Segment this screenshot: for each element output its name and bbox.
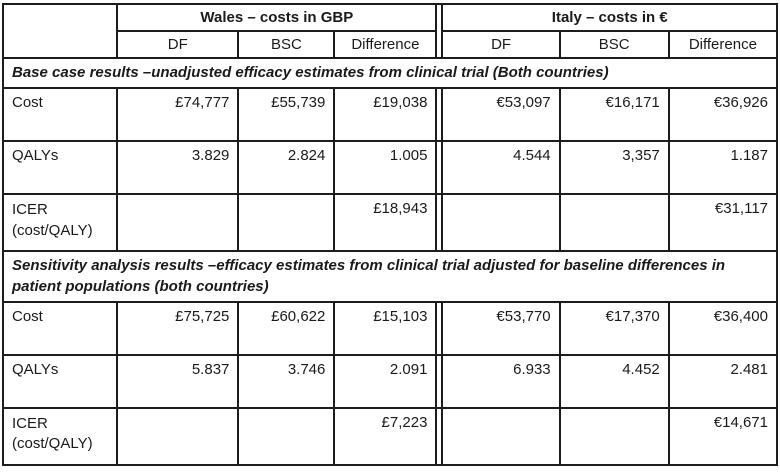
value-cell: €53,770 xyxy=(441,300,561,356)
group-header-wales: Wales – costs in GBP xyxy=(116,3,438,32)
country-divider xyxy=(435,353,444,409)
sub-header-row: DF BSC Difference DF BSC Difference xyxy=(3,30,779,59)
value-cell: €36,926 xyxy=(667,87,779,143)
value-cell: 5.837 xyxy=(116,353,240,409)
row-label-line2: (cost/QALY) xyxy=(12,221,93,239)
section-header-sensitivity: Sensitivity analysis results –efficacy e… xyxy=(2,250,778,303)
country-divider xyxy=(435,193,444,253)
value-cell: £74,777 xyxy=(116,87,240,143)
value-cell: €53,097 xyxy=(441,87,561,143)
value-cell: €36,400 xyxy=(667,300,779,356)
shaded-empty-cell xyxy=(441,193,561,253)
value-cell: 3.746 xyxy=(237,353,336,409)
country-divider xyxy=(435,87,444,143)
table-row-cost: Cost £75,725 £60,622 £15,103 €53,770 €17… xyxy=(1,300,779,356)
row-label: QALYs xyxy=(1,353,119,409)
row-label-line2: (cost/QALY) xyxy=(12,435,93,452)
table-row-qalys: QALYs 5.837 3.746 2.091 6.933 4.452 2.48… xyxy=(1,353,779,409)
section-title: Sensitivity analysis results –efficacy e… xyxy=(2,250,778,303)
corner-cell xyxy=(1,3,119,59)
value-cell: 2.481 xyxy=(667,353,779,409)
shaded-empty-cell xyxy=(116,406,240,466)
table-row-icer: ICER (cost/QALY) £7,223 €14,671 xyxy=(1,406,779,466)
value-cell: €16,171 xyxy=(558,87,670,143)
value-cell: £55,739 xyxy=(237,87,336,143)
col-header-italy-difference: Difference xyxy=(667,30,779,59)
value-cell: 4.544 xyxy=(441,140,561,196)
value-cell: 2.091 xyxy=(333,353,438,409)
value-cell: £15,103 xyxy=(333,300,438,356)
value-cell: 4.452 xyxy=(558,353,670,409)
table-row-icer: ICER (cost/QALY) £18,943 €31,117 xyxy=(1,193,779,253)
value-cell: £18,943 xyxy=(333,193,438,253)
value-cell: 3.829 xyxy=(116,140,240,196)
value-cell: £7,223 xyxy=(333,406,438,466)
value-cell: 6.933 xyxy=(441,353,561,409)
country-divider xyxy=(435,3,444,59)
row-label: ICER (cost/QALY) xyxy=(1,193,119,253)
section-header-base-case: Base case results –unadjusted efficacy e… xyxy=(2,56,778,90)
shaded-empty-cell xyxy=(116,193,240,253)
col-header-italy-bsc: BSC xyxy=(558,30,670,59)
value-cell: 2.824 xyxy=(237,140,336,196)
value-cell: 1.005 xyxy=(333,140,438,196)
row-label: QALYs xyxy=(1,140,119,196)
group-header-row: Wales – costs in GBP Italy – costs in € xyxy=(1,3,778,59)
row-label: ICER (cost/QALY) xyxy=(1,406,119,466)
country-divider xyxy=(435,300,444,356)
shaded-empty-cell xyxy=(558,406,670,466)
shaded-empty-cell xyxy=(237,193,336,253)
value-cell: £75,725 xyxy=(116,300,240,356)
value-cell: €31,117 xyxy=(667,193,779,253)
value-cell: £19,038 xyxy=(333,87,438,143)
row-label: Cost xyxy=(1,300,119,356)
group-header-italy: Italy – costs in € xyxy=(441,3,778,32)
col-header-italy-df: DF xyxy=(441,30,561,59)
value-cell: €14,671 xyxy=(667,406,779,466)
country-divider xyxy=(435,140,444,196)
value-cell: £60,622 xyxy=(237,300,336,356)
value-cell: €17,370 xyxy=(558,300,670,356)
col-header-wales-bsc: BSC xyxy=(237,30,336,59)
col-header-wales-difference: Difference xyxy=(333,30,438,59)
col-header-wales-df: DF xyxy=(116,30,240,59)
row-label-line1: ICER xyxy=(12,414,48,432)
row-label-line1: ICER xyxy=(12,201,48,219)
country-divider xyxy=(435,406,444,466)
row-label: Cost xyxy=(1,87,119,143)
shaded-empty-cell xyxy=(237,406,336,466)
table-row-qalys: QALYs 3.829 2.824 1.005 4.544 3,357 1.18… xyxy=(1,140,779,196)
table-row-cost: Cost £74,777 £55,739 £19,038 €53,097 €16… xyxy=(1,87,779,143)
shaded-empty-cell xyxy=(558,193,670,253)
value-cell: 1.187 xyxy=(667,140,779,196)
value-cell: 3,357 xyxy=(558,140,670,196)
shaded-empty-cell xyxy=(441,406,561,466)
section-title: Base case results –unadjusted efficacy e… xyxy=(2,56,778,90)
cost-effectiveness-table: Wales – costs in GBP Italy – costs in € … xyxy=(1,3,779,466)
